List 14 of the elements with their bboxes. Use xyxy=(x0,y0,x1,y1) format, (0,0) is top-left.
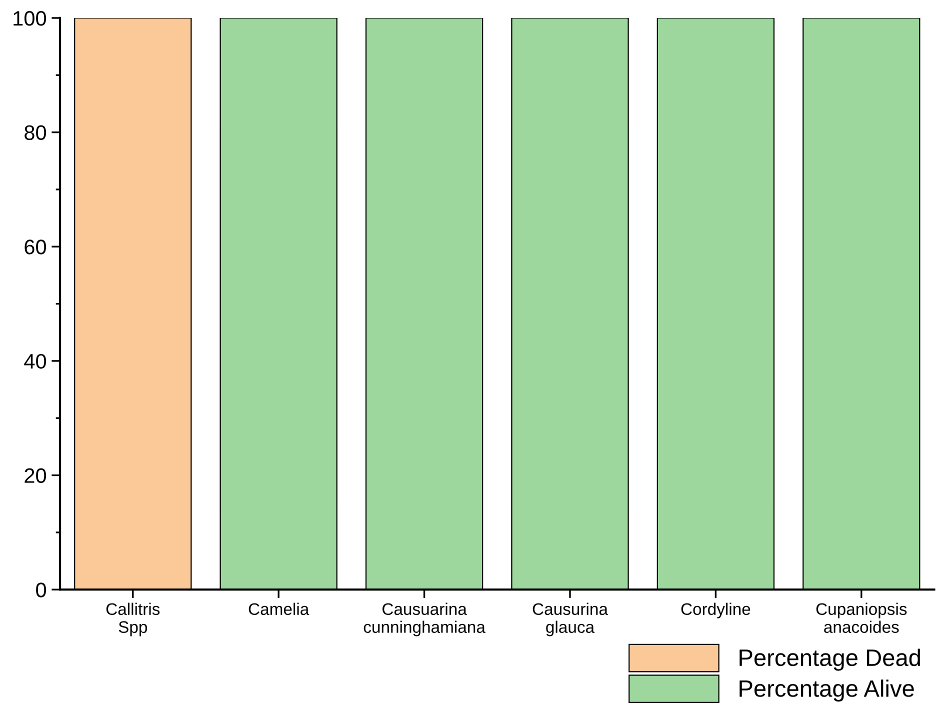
legend-label: Percentage Dead xyxy=(740,648,920,671)
x-tick-label: Cupaniopsis anacoides xyxy=(816,602,907,633)
y-tick-label: 20 xyxy=(24,468,46,484)
x-tick-label: Cordyline xyxy=(681,602,750,618)
x-tick-label: Causuarina cunninghamiana xyxy=(364,602,486,636)
x-tick-label: Camelia xyxy=(248,602,310,616)
y-tick-label: 0 xyxy=(36,582,46,598)
y-tick-label: 40 xyxy=(24,354,46,369)
legend-label: Percentage Alive xyxy=(740,680,914,702)
x-tick-label: Callitris Spp xyxy=(106,602,160,636)
y-tick-label: 80 xyxy=(24,125,46,140)
x-tick-label: Causurina glauca xyxy=(532,602,608,636)
y-tick-label: 100 xyxy=(14,10,46,26)
y-tick-label: 60 xyxy=(24,240,46,254)
